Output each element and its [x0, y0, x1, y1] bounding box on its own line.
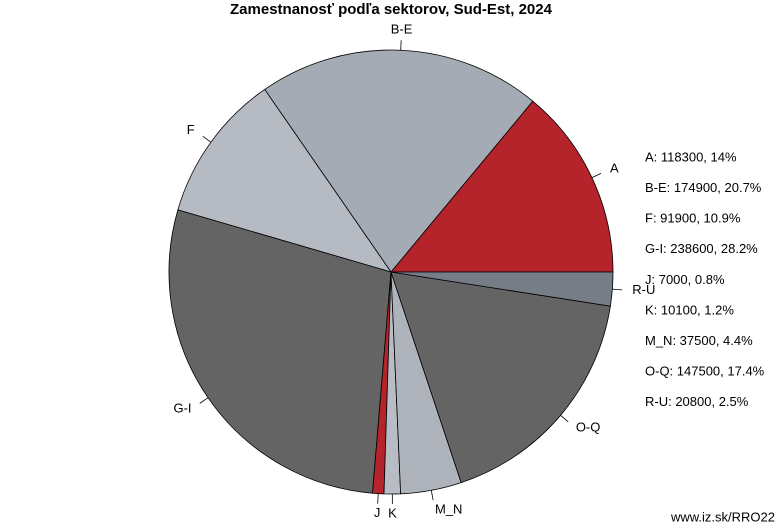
slice-label: M_N	[435, 501, 462, 516]
label-tick	[202, 136, 212, 143]
label-tick	[612, 288, 623, 291]
pie-slice	[390, 100, 614, 273]
label-tick	[199, 397, 209, 404]
slice-label: K	[388, 505, 397, 520]
label-tick	[430, 490, 434, 501]
slice-label: J	[374, 505, 381, 520]
slice-label: G-I	[173, 400, 191, 415]
slice-label: O-Q	[576, 420, 601, 435]
legend-entry: A: 118300, 14%	[645, 149, 737, 164]
legend-entry: R-U: 20800, 2.5%	[645, 394, 749, 409]
legend-entry: M_N: 37500, 4.4%	[645, 333, 753, 348]
legend-entry: B-E: 174900, 20.7%	[645, 180, 762, 195]
legend-entry: G-I: 238600, 28.2%	[645, 241, 758, 256]
chart-title: Zamestnanosť podľa sektorov, Sud-Est, 20…	[230, 1, 553, 18]
label-tick	[560, 415, 569, 423]
slice-label: R-U	[632, 282, 655, 297]
source: www.iz.sk/RRO22	[670, 509, 775, 524]
legend-entry: F: 91900, 10.9%	[645, 211, 741, 226]
slice-label: A	[610, 161, 619, 176]
slice-label: F	[187, 122, 195, 137]
pie-slice	[177, 88, 392, 273]
pie-slice	[390, 271, 614, 307]
slice-label: B-E	[391, 22, 413, 37]
pie-slice	[390, 271, 611, 484]
legend-entry: O-Q: 147500, 17.4%	[645, 364, 765, 379]
pie-slice	[264, 49, 534, 273]
label-tick	[591, 173, 602, 179]
legend-entry: J: 7000, 0.8%	[645, 272, 725, 287]
legend-entry: K: 10100, 1.2%	[645, 302, 734, 317]
label-tick	[377, 493, 379, 504]
